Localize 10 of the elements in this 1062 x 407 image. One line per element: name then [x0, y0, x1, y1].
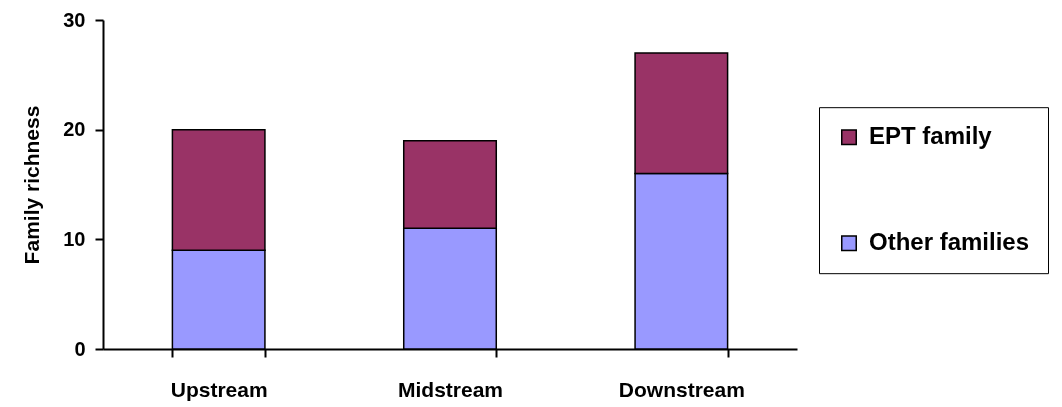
legend-label: EPT family: [869, 122, 993, 150]
y-axis-title: Family richness: [20, 105, 44, 265]
x-tick-label: Midstream: [397, 377, 504, 401]
legend-label: Other families: [869, 228, 1030, 256]
y-tick-label: 20: [63, 118, 86, 141]
x-tick-label: Downstream: [618, 377, 745, 401]
y-tick-label: 30: [63, 8, 86, 31]
y-tick-label: 10: [63, 227, 86, 250]
y-tick-label: 0: [74, 337, 86, 360]
x-tick-label: Upstream: [170, 377, 268, 401]
